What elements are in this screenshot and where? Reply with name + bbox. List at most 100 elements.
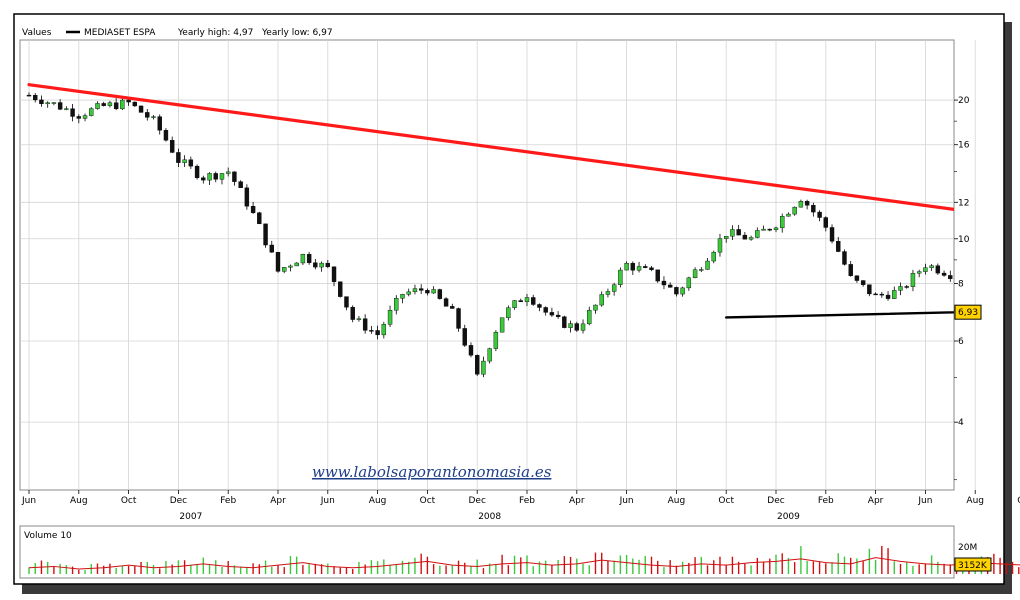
candle-body xyxy=(873,293,878,296)
watermark: www.labolsaporantonomasia.es xyxy=(312,463,552,481)
candle-body xyxy=(120,99,125,110)
candle-body xyxy=(717,238,723,253)
candle-body xyxy=(661,280,667,286)
candle-body xyxy=(462,328,467,346)
candle-body xyxy=(537,304,542,308)
candle-body xyxy=(95,103,100,109)
x-tick-label: Oct xyxy=(1017,496,1020,506)
candle-body xyxy=(425,290,430,294)
candle-body xyxy=(692,269,698,279)
candle-body xyxy=(294,262,299,267)
candle-body xyxy=(344,296,349,308)
time-axis: Jun Aug Oct Dec Feb Apr Jun Aug Oct Dec Feb Apr Jun A… xyxy=(21,490,1020,522)
candle-body xyxy=(138,105,144,113)
candle-body xyxy=(705,260,710,270)
candle-body xyxy=(948,275,953,279)
x-tick-label: Aug xyxy=(966,496,984,506)
candle-body xyxy=(892,290,897,299)
candle-body xyxy=(599,294,604,306)
candle-body xyxy=(867,284,872,295)
candle-body xyxy=(674,287,679,295)
year-label: 2007 xyxy=(179,512,202,522)
candle-body xyxy=(848,264,853,276)
candle-body xyxy=(201,177,206,181)
legend-yearly-high: Yearly high: 4,97 xyxy=(177,28,253,38)
x-tick-label: Jun xyxy=(320,496,335,506)
x-tick-label: Apr xyxy=(270,496,286,506)
y-tick-label: 16 xyxy=(958,141,970,151)
x-tick-label: Dec xyxy=(767,496,784,506)
candle-body xyxy=(531,297,536,305)
candle-body xyxy=(518,300,523,303)
x-tick-label: Oct xyxy=(121,496,137,506)
candle-body xyxy=(207,173,212,181)
candle-body xyxy=(593,304,598,311)
candle-body xyxy=(630,263,636,271)
candle-body xyxy=(269,244,274,253)
candle-body xyxy=(499,317,505,333)
candle-body xyxy=(51,102,57,104)
candle-body xyxy=(182,159,187,163)
candle-body xyxy=(33,95,38,101)
candle-body xyxy=(811,205,816,213)
candle-body xyxy=(736,229,741,236)
candle-body xyxy=(686,277,692,289)
candle-body xyxy=(655,269,660,282)
candle-body xyxy=(145,112,150,118)
candle-body xyxy=(437,289,443,299)
candle-body xyxy=(356,318,362,320)
year-label: 2009 xyxy=(777,512,800,522)
candle-body xyxy=(792,206,797,215)
candle-body xyxy=(431,289,436,294)
x-tick-label: Dec xyxy=(170,496,187,506)
candle-body xyxy=(225,171,231,174)
trendlines xyxy=(27,83,954,319)
candle-body xyxy=(26,94,32,97)
candle-body xyxy=(829,227,835,242)
candle-body xyxy=(555,314,561,317)
x-tick-label: Apr xyxy=(868,496,884,506)
candle-body xyxy=(257,212,262,225)
candle-body xyxy=(587,309,592,325)
candle-body xyxy=(194,165,200,178)
candle-body xyxy=(761,228,766,231)
candle-body xyxy=(904,286,909,288)
y-tick-label: 20 xyxy=(958,96,970,106)
candle-body xyxy=(244,187,250,207)
x-tick-label: Dec xyxy=(468,496,485,506)
y-tick-label: 6 xyxy=(958,337,964,347)
candle-body xyxy=(157,116,162,131)
candle-body xyxy=(711,251,716,262)
candle-body xyxy=(331,266,337,282)
candle-body xyxy=(755,230,760,238)
candle-body xyxy=(381,324,387,336)
volume-panel xyxy=(19,525,955,579)
candle-body xyxy=(549,312,555,316)
candle-body xyxy=(475,355,480,375)
candle-body xyxy=(854,275,860,281)
candle-body xyxy=(213,173,218,180)
candle-body xyxy=(169,140,175,153)
candle-body xyxy=(250,205,256,213)
candle-body xyxy=(107,102,113,106)
candle-body xyxy=(885,294,891,299)
horizontal-gridlines xyxy=(20,99,954,423)
candle-body xyxy=(742,234,748,240)
volume-scale-label: 20M xyxy=(958,543,977,553)
candle-body xyxy=(418,288,424,291)
x-tick-label: Feb xyxy=(519,496,535,506)
candle-body xyxy=(923,267,928,272)
candle-body xyxy=(288,265,293,268)
candle-body xyxy=(916,271,922,274)
candle-body xyxy=(748,237,754,240)
candle-body xyxy=(506,307,511,318)
candle-body xyxy=(580,323,586,331)
x-tick-label: Feb xyxy=(220,496,236,506)
candle-body xyxy=(101,103,106,106)
candle-body xyxy=(176,152,181,163)
legend-yearly-low: Yearly low: 6,97 xyxy=(261,28,333,38)
x-tick-label: Jun xyxy=(619,496,634,506)
candle-body xyxy=(443,298,449,307)
candle-body xyxy=(611,284,617,292)
candle-body xyxy=(300,254,306,264)
